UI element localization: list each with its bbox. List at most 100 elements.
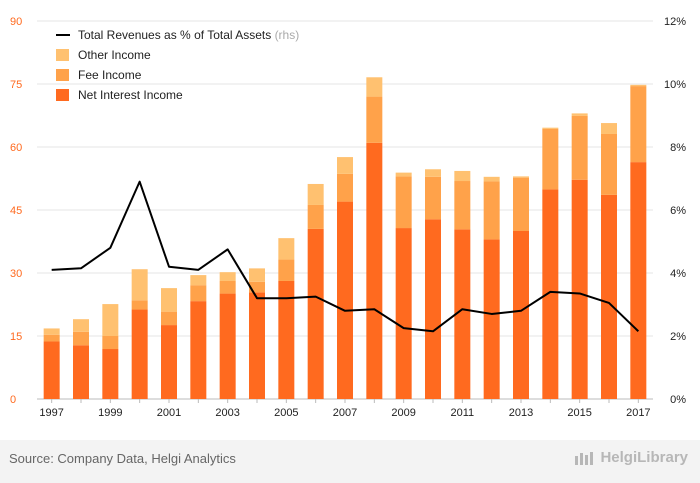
- bar-fee-income: [190, 285, 207, 302]
- bar-fee-income: [219, 280, 236, 294]
- y-left-tick-label: 90: [10, 16, 22, 28]
- bar-other-income: [102, 304, 119, 336]
- bar-other-income: [630, 84, 647, 87]
- y-left-tick-label: 15: [10, 331, 22, 343]
- bar-fee-income: [630, 86, 647, 163]
- bar-fee-income: [278, 259, 295, 281]
- legend-swatch: [56, 89, 69, 101]
- bar-other-income: [366, 77, 383, 97]
- legend-swatch: [56, 69, 69, 81]
- x-tick-label: 2007: [333, 407, 357, 419]
- bar-net-interest-income: [337, 201, 353, 399]
- bar-other-income: [483, 176, 500, 182]
- bar-net-interest-income: [219, 293, 236, 399]
- bar-other-income: [542, 127, 559, 129]
- bar-fee-income: [307, 204, 324, 229]
- bar-other-income: [337, 157, 353, 174]
- library-logo-icon: [575, 451, 594, 465]
- line-total-revenues-pct-assets: [51, 180, 640, 333]
- bar-net-interest-income: [425, 219, 441, 399]
- bar-net-interest-income: [73, 345, 89, 399]
- bar-fee-income: [513, 177, 529, 231]
- bar-other-income: [219, 272, 236, 281]
- bar-fee-income: [425, 176, 441, 220]
- bar-net-interest-income: [161, 325, 177, 399]
- bar-other-income: [43, 328, 60, 335]
- bar-fee-income: [395, 176, 412, 229]
- legend-label: Fee Income: [78, 68, 142, 82]
- x-tick-label: 1999: [98, 407, 122, 419]
- bar-fee-income: [542, 128, 559, 190]
- y-right-tick-label: 12%: [664, 16, 686, 28]
- bar-fee-income: [249, 281, 265, 293]
- legend-label: Total Revenues as % of Total Assets (rhs…: [78, 28, 299, 42]
- x-tick-label: 2001: [157, 407, 181, 419]
- bar-net-interest-income: [454, 229, 471, 399]
- x-tick-label: 2003: [215, 407, 239, 419]
- bar-net-interest-income: [190, 301, 207, 399]
- x-tick-label: 1997: [39, 407, 63, 419]
- y-right-tick-label: 10%: [664, 79, 686, 91]
- bar-net-interest-income: [542, 189, 559, 399]
- y-left-tick-label: 45: [10, 205, 22, 217]
- y-right-tick-label: 6%: [670, 205, 686, 217]
- bar-net-interest-income: [43, 341, 60, 399]
- legend-swatch: [56, 49, 69, 61]
- bar-other-income: [601, 123, 617, 134]
- bar-other-income: [513, 176, 529, 178]
- y-right-tick-label: 0%: [670, 394, 686, 406]
- bar-net-interest-income: [571, 179, 588, 399]
- bar-fee-income: [73, 331, 89, 346]
- bar-net-interest-income: [249, 292, 265, 399]
- source-note: Source: Company Data, Helgi Analytics: [9, 451, 236, 466]
- bar-other-income: [278, 238, 295, 260]
- y-right-tick-label: 8%: [670, 142, 686, 154]
- legend-rhs-suffix: (rhs): [275, 28, 300, 42]
- bar-fee-income: [601, 133, 617, 195]
- bar-fee-income: [161, 311, 177, 326]
- bar-net-interest-income: [278, 280, 295, 399]
- brand-name: HelgiLibrary: [600, 449, 688, 466]
- bar-other-income: [249, 268, 265, 282]
- bar-fee-income: [102, 336, 119, 350]
- bar-net-interest-income: [483, 239, 500, 399]
- brand-logo: HelgiLibrary: [574, 449, 688, 466]
- y-left-tick-label: 30: [10, 268, 22, 280]
- legend-label: Net Interest Income: [78, 88, 183, 102]
- x-tick-label: 2011: [451, 407, 475, 419]
- bar-fee-income: [131, 300, 148, 310]
- stacked-bar-line-chart: 0 15 30 45 60 75 90 0% 2% 4% 6% 8% 10% 12% 1997 1999 200…: [10, 16, 686, 419]
- y-right-tick-label: 2%: [670, 331, 686, 343]
- bar-other-income: [454, 170, 471, 182]
- bar-net-interest-income: [601, 194, 617, 399]
- bar-other-income: [131, 269, 148, 301]
- bar-fee-income: [454, 181, 471, 230]
- bar-other-income: [571, 113, 588, 116]
- bar-net-interest-income: [395, 228, 412, 399]
- bar-net-interest-income: [366, 142, 383, 400]
- x-tick-label: 2015: [567, 407, 591, 419]
- x-tick-label: 2013: [509, 407, 533, 419]
- y-left-tick-label: 0: [10, 394, 16, 406]
- bar-net-interest-income: [131, 309, 148, 399]
- footer-bar: Source: Company Data, Helgi Analytics He…: [0, 440, 700, 483]
- y-left-tick-label: 60: [10, 142, 22, 154]
- bar-net-interest-income: [513, 231, 529, 399]
- bar-other-income: [161, 288, 177, 312]
- x-tick-label: 2005: [274, 407, 298, 419]
- bar-other-income: [395, 172, 412, 177]
- bar-fee-income: [366, 96, 383, 143]
- y-left-tick-label: 75: [10, 79, 22, 91]
- bar-net-interest-income: [102, 349, 119, 399]
- bar-fee-income: [571, 115, 588, 180]
- bar-net-interest-income: [630, 162, 647, 399]
- bar-fee-income: [483, 181, 500, 240]
- bar-net-interest-income: [307, 228, 324, 399]
- x-tick-label: 2009: [391, 407, 415, 419]
- bar-fee-income: [43, 334, 60, 342]
- x-tick-label: 2017: [626, 407, 650, 419]
- y-right-tick-label: 4%: [670, 268, 686, 280]
- bar-other-income: [307, 183, 324, 205]
- bar-other-income: [425, 169, 441, 177]
